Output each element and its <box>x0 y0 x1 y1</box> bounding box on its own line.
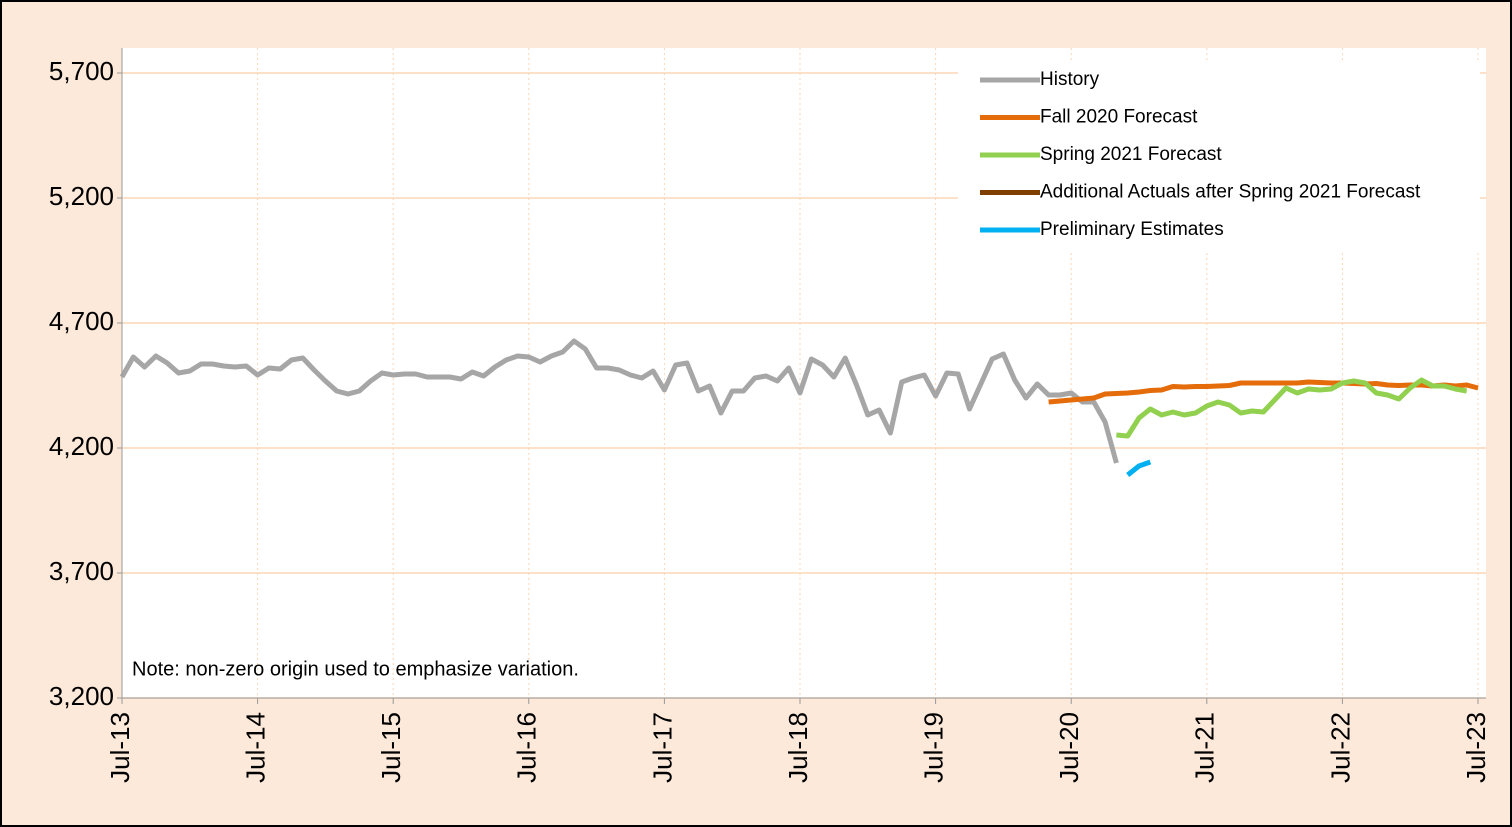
legend-label: Additional Actuals after Spring 2021 For… <box>1040 182 1421 203</box>
legend-label: Preliminary Estimates <box>1040 219 1224 240</box>
legend-box <box>958 60 1480 250</box>
legend-label: History <box>1040 69 1100 90</box>
x-tick-label: Jul-18 <box>783 712 813 783</box>
y-tick-label: 3,700 <box>49 556 114 586</box>
x-tick-label: Jul-16 <box>512 712 542 783</box>
y-tick-label: 3,200 <box>49 681 114 711</box>
x-tick-label: Jul-17 <box>647 712 677 783</box>
legend-label: Fall 2020 Forecast <box>1040 107 1198 128</box>
lines <box>119 338 1479 477</box>
x-tick-label: Jul-23 <box>1461 712 1491 783</box>
x-tick-label: Jul-20 <box>1054 712 1084 783</box>
annotation: Note: non-zero origin used to emphasize … <box>132 658 579 680</box>
line-series <box>1116 377 1468 439</box>
line-series <box>1048 379 1479 405</box>
y-tick-label: 4,200 <box>49 431 114 461</box>
y-tick-label: 4,700 <box>49 306 114 336</box>
x-tick-label: Jul-13 <box>105 712 135 783</box>
x-tick-label: Jul-14 <box>240 712 270 783</box>
x-tick-label: Jul-15 <box>376 712 406 783</box>
x-tick-label: Jul-19 <box>918 712 948 783</box>
y-tick-label: 5,700 <box>49 56 114 86</box>
line-series <box>1126 459 1152 477</box>
x-tick-label: Jul-22 <box>1325 712 1355 783</box>
legend-label: Spring 2021 Forecast <box>1040 144 1222 165</box>
line-series <box>119 338 1119 464</box>
axis-labels: 3,200 3,700 4,200 4,700 5,200 5,700 Jul-13 Jul-… <box>49 56 1491 783</box>
x-tick-label: Jul-21 <box>1190 712 1220 783</box>
legend: History Fall 2020 Forecast Spring 2021 For… <box>980 69 1421 240</box>
y-tick-label: 5,200 <box>49 181 114 211</box>
